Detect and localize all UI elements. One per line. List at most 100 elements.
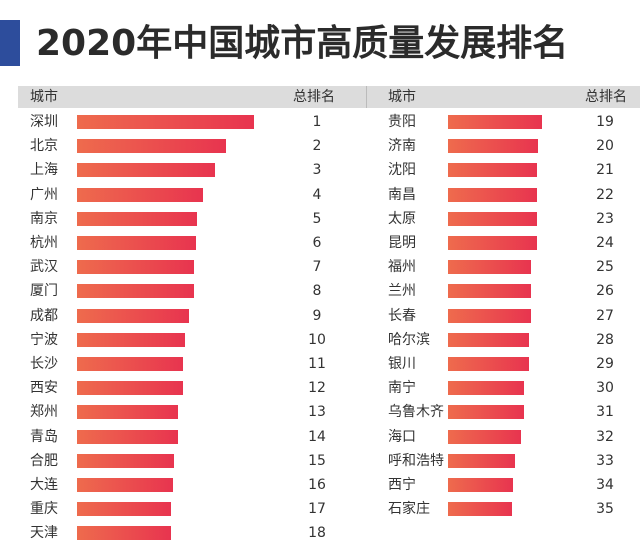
bar-重庆 (77, 502, 171, 517)
bar-海口 (448, 429, 521, 444)
city-label: 西安 (30, 380, 58, 397)
rank-label: 2 (312, 138, 322, 155)
city-label: 石家庄 (388, 501, 430, 518)
city-label: 厦门 (30, 283, 58, 300)
bar-广州 (77, 187, 203, 202)
bar-哈尔滨 (448, 332, 530, 347)
bar-乌鲁木齐 (448, 405, 525, 420)
rank-label: 7 (312, 259, 322, 276)
rank-label: 26 (596, 283, 614, 300)
city-label: 兰州 (388, 283, 416, 300)
rank-label: 24 (596, 235, 614, 251)
bar-南宁 (448, 381, 525, 396)
bar-深圳 (77, 115, 254, 129)
bar-长沙 (77, 357, 184, 371)
rank-label: 4 (312, 186, 322, 203)
rank-label: 8 (312, 283, 322, 300)
city-label: 济南 (388, 138, 416, 155)
city-label: 乌鲁木齐 (388, 404, 444, 421)
city-label: 武汉 (30, 259, 58, 276)
city-label: 大连 (30, 477, 58, 493)
city-label: 太原 (388, 210, 416, 227)
city-label: 成都 (30, 307, 58, 324)
rank-label: 9 (312, 307, 322, 324)
rank-label: 1 (312, 114, 322, 130)
rank-label: 15 (308, 452, 326, 469)
rank-label: 22 (596, 186, 614, 203)
bar-北京 (77, 139, 226, 154)
city-label: 南宁 (388, 380, 416, 397)
header-city: 城市 (388, 89, 416, 105)
rank-label: 11 (308, 356, 326, 372)
rank-label: 34 (596, 477, 614, 493)
city-label: 昆明 (388, 235, 416, 251)
rank-label: 33 (596, 452, 614, 469)
bar-南昌 (448, 187, 537, 202)
bar-宁波 (77, 332, 185, 347)
rank-label: 14 (308, 428, 326, 445)
rank-label: 5 (312, 210, 322, 227)
city-label: 青岛 (30, 428, 58, 445)
city-label: 深圳 (30, 114, 58, 130)
city-label: 西宁 (388, 477, 416, 493)
rank-label: 25 (596, 259, 614, 276)
rank-label: 28 (596, 331, 614, 348)
rank-label: 12 (308, 380, 326, 397)
rank-label: 10 (308, 331, 326, 348)
bar-成都 (77, 308, 189, 323)
rank-label: 17 (308, 501, 326, 518)
bar-青岛 (77, 429, 178, 444)
city-label: 长春 (388, 307, 416, 324)
header-rank: 总排名 (293, 89, 335, 105)
table-header-right: 城市 总排名 (367, 86, 640, 108)
header-rank: 总排名 (585, 89, 627, 105)
city-label: 杭州 (30, 235, 58, 251)
city-label: 沈阳 (388, 162, 416, 179)
bar-济南 (448, 139, 539, 154)
rank-label: 23 (596, 210, 614, 227)
bar-石家庄 (448, 502, 512, 517)
city-label: 海口 (388, 428, 416, 445)
city-label: 呼和浩特 (388, 452, 444, 469)
rank-label: 27 (596, 307, 614, 324)
bar-昆明 (448, 236, 537, 250)
bar-太原 (448, 211, 537, 226)
bar-银川 (448, 357, 530, 371)
table-header-left: 城市 总排名 (18, 86, 366, 108)
page-title: 2020年中国城市高质量发展排名 (36, 23, 569, 64)
bar-兰州 (448, 284, 532, 299)
rank-label: 6 (312, 235, 322, 251)
city-label: 天津 (30, 525, 58, 542)
bar-郑州 (77, 405, 178, 420)
rank-label: 18 (308, 525, 326, 542)
header-divider (366, 86, 367, 108)
bar-天津 (77, 526, 171, 541)
bar-大连 (77, 478, 173, 492)
city-label: 福州 (388, 259, 416, 276)
rank-label: 19 (596, 114, 614, 130)
rank-label: 31 (596, 404, 614, 421)
bar-长春 (448, 308, 532, 323)
bar-杭州 (77, 236, 196, 250)
rank-label: 30 (596, 380, 614, 397)
rank-label: 32 (596, 428, 614, 445)
bar-贵阳 (448, 115, 542, 129)
rank-label: 16 (308, 477, 326, 493)
header-city: 城市 (30, 89, 58, 105)
city-label: 重庆 (30, 501, 58, 518)
bar-沈阳 (448, 163, 537, 178)
bar-武汉 (77, 260, 194, 275)
bar-上海 (77, 163, 216, 178)
rank-label: 20 (596, 138, 614, 155)
bar-呼和浩特 (448, 453, 516, 468)
bar-南京 (77, 211, 198, 226)
rank-label: 13 (308, 404, 326, 421)
rank-label: 3 (312, 162, 322, 179)
city-label: 长沙 (30, 356, 58, 372)
title-accent-block (0, 20, 20, 66)
city-label: 贵阳 (388, 114, 416, 130)
bar-福州 (448, 260, 532, 275)
city-label: 广州 (30, 186, 58, 203)
city-label: 合肥 (30, 452, 58, 469)
city-label: 哈尔滨 (388, 331, 430, 348)
